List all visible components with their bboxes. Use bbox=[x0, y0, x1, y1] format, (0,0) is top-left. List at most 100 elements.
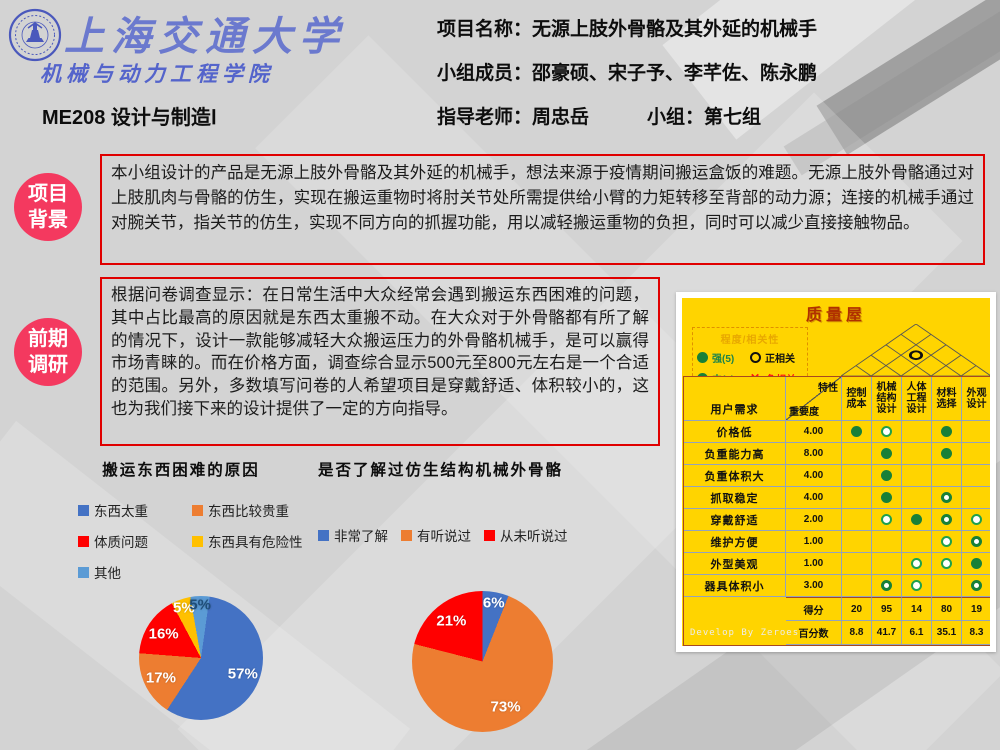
relationship-cell bbox=[842, 465, 872, 487]
quality-house-title: 质量屋 bbox=[805, 307, 866, 324]
relationship-cell bbox=[872, 443, 902, 465]
advisor-line: 指导老师：周忠岳 bbox=[437, 107, 590, 128]
weight-cell: 2.00 bbox=[786, 509, 842, 531]
strong-mark-icon bbox=[697, 352, 708, 363]
relationship-cell bbox=[902, 443, 932, 465]
relationship-cell bbox=[842, 487, 872, 509]
project-background-textbox: 本小组设计的产品是无源上肢外骨骼及其外延的机械手，想法来源于疫情期间搬运盒饭的难… bbox=[100, 154, 985, 265]
need-cell: 负重体积大 bbox=[684, 465, 786, 487]
pie-slice-label: 6% bbox=[482, 594, 505, 612]
relationship-cell bbox=[842, 421, 872, 443]
strong-mark-icon bbox=[971, 558, 982, 569]
relationship-cell bbox=[902, 553, 932, 575]
weak-mark-icon bbox=[971, 514, 982, 525]
relationship-cell bbox=[842, 509, 872, 531]
column-header-cell: 人体 工程 设计 bbox=[902, 377, 932, 421]
relationship-cell bbox=[842, 531, 872, 553]
weight-cell: 4.00 bbox=[786, 421, 842, 443]
relationship-cell bbox=[932, 465, 962, 487]
quality-house: 质量屋 程度/相关性 强(5) 正相关 中(3) ✕ 负相关 bbox=[682, 298, 990, 646]
preliminary-research-textbox: 根据问卷调查显示：在日常生活中大众经常会遇到搬运东西困难的问题，其中占比最高的原… bbox=[100, 277, 660, 446]
badge-line: 调研 bbox=[28, 354, 68, 376]
project-name-line: 项目名称：无源上肢外骨骼及其外延的机械手 bbox=[437, 19, 818, 40]
medium-mark-icon bbox=[941, 492, 952, 503]
advisor-group-line: 指导老师：周忠岳 小组：第七组 bbox=[437, 102, 817, 129]
project-info: 项目名称：无源上肢外骨骼及其外延的机械手 小组成员：邵豪硕、宋子予、李芊佐、陈永… bbox=[437, 14, 817, 146]
legend-item: 东西比较贵重 bbox=[192, 500, 303, 520]
weak-mark-icon bbox=[911, 580, 922, 591]
column-header-cell: 控制 成本 bbox=[842, 377, 872, 421]
percent-label-cell: 百分数 bbox=[786, 621, 842, 645]
medium-mark-icon bbox=[881, 580, 892, 591]
medium-mark-icon bbox=[941, 514, 952, 525]
strong-mark-icon bbox=[941, 426, 952, 437]
legend-label: 东西具有危险性 bbox=[208, 535, 303, 550]
score-label-cell: 得分 bbox=[786, 597, 842, 621]
row-header-cell: 用户需求 bbox=[684, 377, 786, 421]
relationship-cell bbox=[902, 509, 932, 531]
pie-slice-label: 16% bbox=[148, 625, 179, 643]
need-cell: 维护方便 bbox=[684, 531, 786, 553]
relationship-cell bbox=[932, 509, 962, 531]
legend-label: 其他 bbox=[94, 566, 121, 581]
relationship-cell bbox=[872, 575, 902, 597]
relationship-cell bbox=[872, 487, 902, 509]
score-value-cell: 14 bbox=[902, 597, 932, 621]
members-line: 小组成员：邵豪硕、宋子予、李芊佐、陈永鹏 bbox=[437, 63, 818, 84]
legend-swatch bbox=[401, 529, 412, 541]
relationship-cell bbox=[902, 487, 932, 509]
legend-swatch bbox=[192, 504, 203, 516]
corner-cell: 特性 重要度 bbox=[786, 377, 842, 421]
badge-line: 项目 bbox=[28, 183, 68, 205]
weak-mark-icon bbox=[941, 558, 952, 569]
need-cell: 器具体积小 bbox=[684, 575, 786, 597]
legend-row: 强(5) 正相关 bbox=[697, 350, 803, 365]
relationship-cell bbox=[872, 531, 902, 553]
relationship-cell bbox=[932, 421, 962, 443]
percent-value-cell: 35.1 bbox=[932, 621, 962, 645]
strong-mark-icon bbox=[911, 514, 922, 525]
pie-slice-label: 73% bbox=[490, 698, 521, 716]
strong-mark-icon bbox=[881, 492, 892, 503]
badge-preliminary-research: 前期 调研 bbox=[14, 318, 82, 386]
percent-value-cell: 8.8 bbox=[842, 621, 872, 645]
qfd-roof-lattice bbox=[841, 324, 990, 376]
legend-label: 有听说过 bbox=[417, 529, 471, 544]
relationship-cell bbox=[962, 443, 990, 465]
pie-slice-label: 17% bbox=[145, 669, 176, 687]
relationship-cell bbox=[932, 575, 962, 597]
weight-cell: 4.00 bbox=[786, 465, 842, 487]
badge-line: 前期 bbox=[28, 328, 68, 350]
pie2-legend: 非常了解 有听说过 从未听说过 bbox=[318, 525, 568, 545]
legend-label: 强(5) bbox=[712, 354, 735, 365]
score-value-cell: 80 bbox=[932, 597, 962, 621]
relationship-cell bbox=[962, 421, 990, 443]
corner-top-label: 特性 bbox=[818, 383, 838, 394]
relationship-cell bbox=[962, 575, 990, 597]
weight-cell: 1.00 bbox=[786, 531, 842, 553]
weight-cell: 3.00 bbox=[786, 575, 842, 597]
legend-item: 东西具有危险性 bbox=[192, 531, 303, 551]
legend-header: 程度/相关性 bbox=[720, 335, 780, 346]
weak-mark-icon bbox=[881, 514, 892, 525]
column-header-cell: 外观 设计 bbox=[962, 377, 990, 421]
legend-swatch bbox=[78, 566, 89, 578]
weight-cell: 4.00 bbox=[786, 487, 842, 509]
relationship-cell bbox=[962, 487, 990, 509]
legend-item: 从未听说过 bbox=[484, 525, 568, 545]
relationship-cell bbox=[932, 487, 962, 509]
need-cell: 负重能力高 bbox=[684, 443, 786, 465]
relationship-cell bbox=[842, 553, 872, 575]
qfd-matrix-table: 用户需求 特性 重要度 控制 成本 机械 结构 设计 人体 工程 设计 材料 选择 外观 设计… bbox=[683, 376, 990, 646]
strong-mark-icon bbox=[881, 448, 892, 459]
legend-item: 其他 bbox=[78, 562, 192, 582]
column-header-cell: 材料 选择 bbox=[932, 377, 962, 421]
pie-slice-label: 5% bbox=[172, 599, 195, 617]
badge-project-background: 项目 背景 bbox=[14, 173, 82, 241]
weak-mark-icon bbox=[911, 558, 922, 569]
university-seal-icon bbox=[8, 8, 62, 62]
relationship-cell bbox=[902, 421, 932, 443]
legend-label: 从未听说过 bbox=[500, 529, 568, 544]
relationship-cell bbox=[872, 553, 902, 575]
